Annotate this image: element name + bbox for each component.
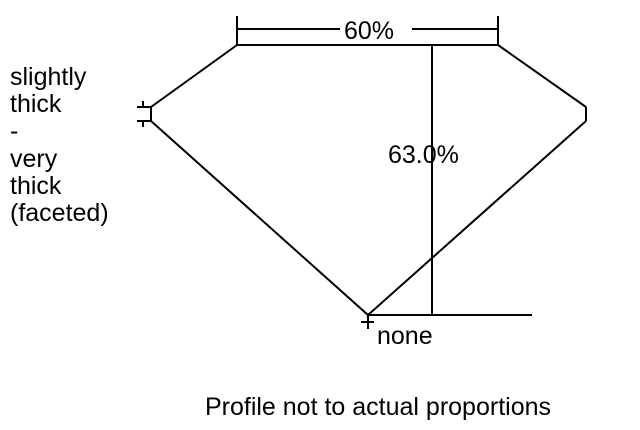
girdle-label-line: -: [10, 117, 18, 145]
crown-left: [150, 44, 238, 108]
crown-right: [497, 44, 587, 108]
girdle-label-line: slightly: [10, 63, 87, 91]
girdle-label-line: very: [10, 145, 58, 173]
girdle-label-line: thick: [10, 90, 62, 118]
pavilion-right: [367, 120, 587, 316]
girdle-label-line: (faceted): [10, 199, 109, 227]
footnote: Profile not to actual proportions: [205, 393, 551, 421]
depth-percentage-label: 63.0%: [388, 141, 459, 169]
culet-label: none: [377, 322, 433, 350]
table-percentage-label: 60%: [344, 17, 394, 45]
pavilion-left: [150, 120, 369, 316]
girdle-label-line: thick: [10, 172, 62, 200]
